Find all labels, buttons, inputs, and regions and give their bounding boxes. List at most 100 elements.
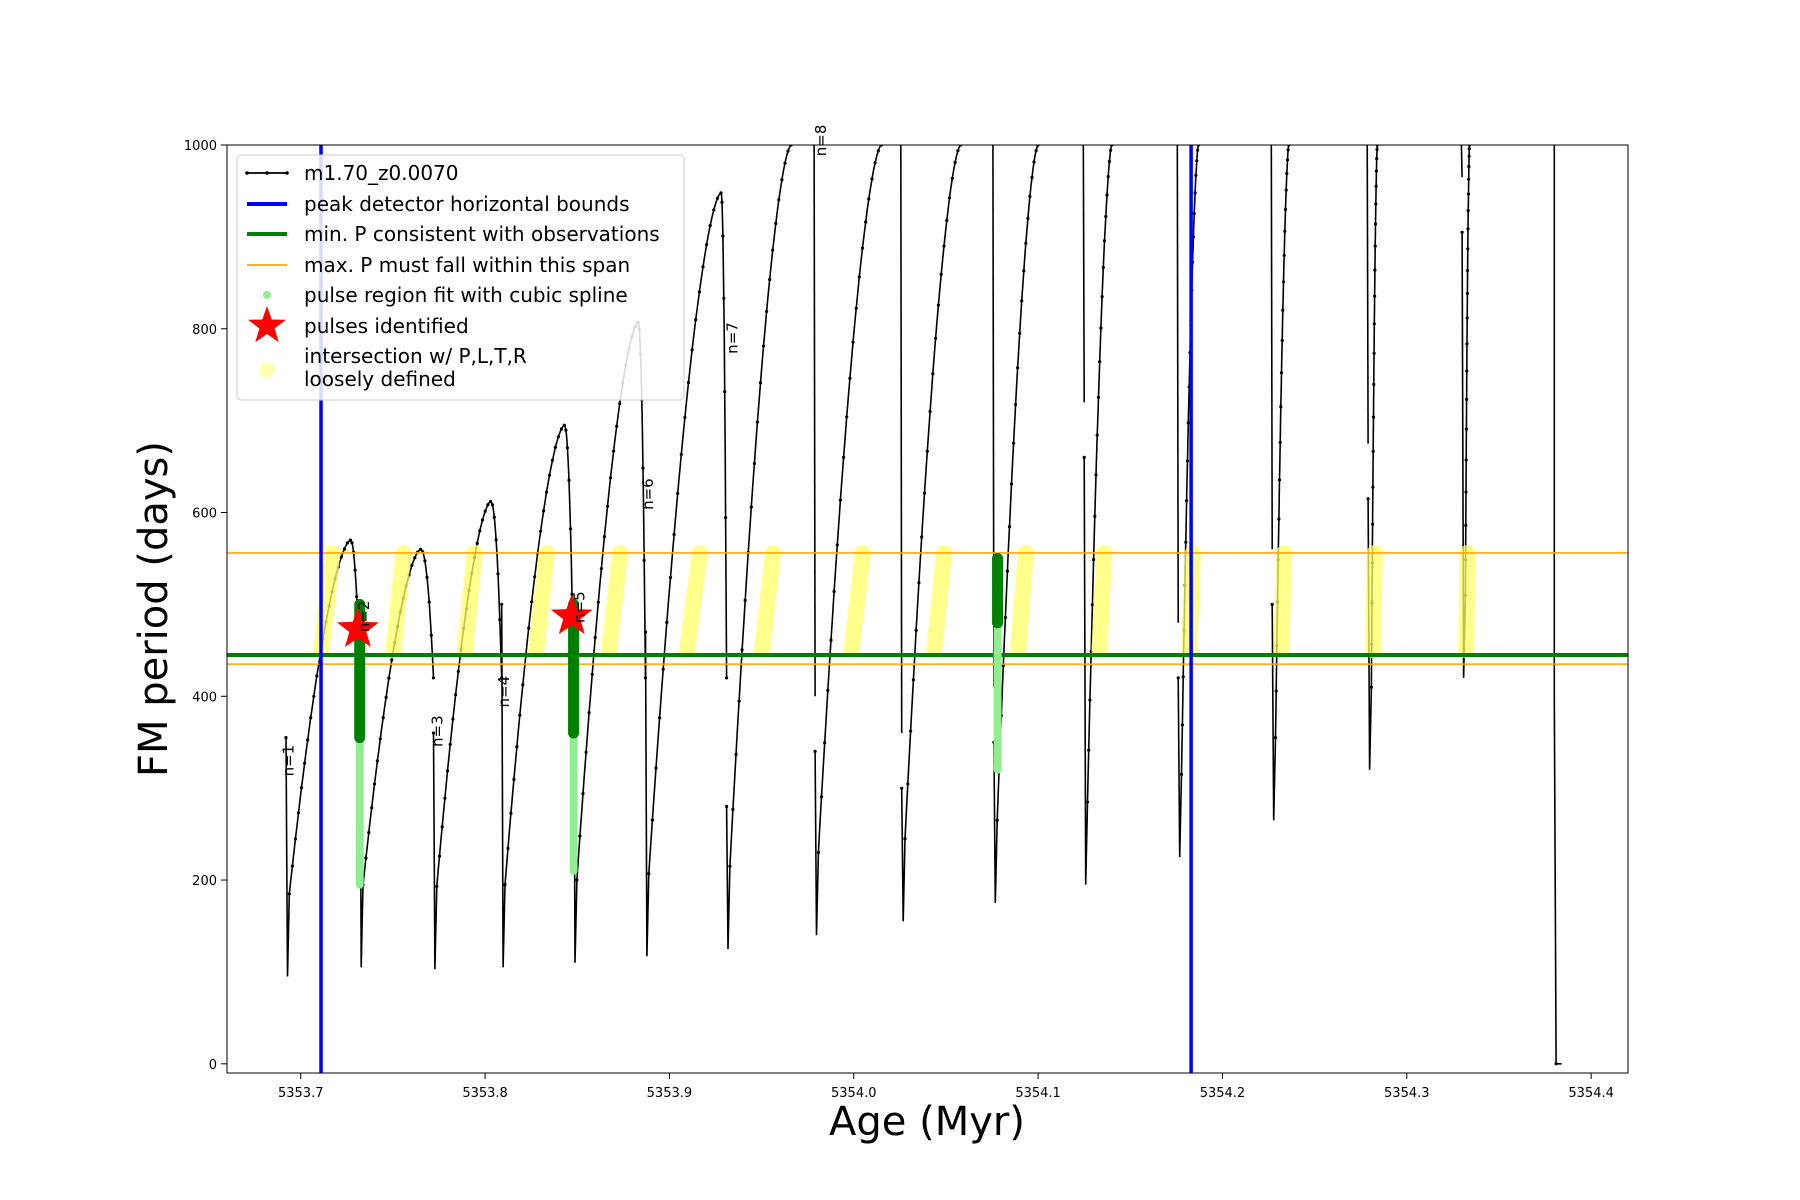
track-marker — [602, 535, 607, 539]
track-marker — [345, 541, 349, 545]
track-marker — [1032, 160, 1036, 164]
track-marker — [599, 567, 604, 571]
track-marker — [1372, 382, 1376, 386]
track-marker — [431, 676, 436, 680]
track-marker — [615, 424, 619, 428]
track-marker — [454, 693, 458, 697]
track-marker — [1373, 222, 1378, 226]
intersection-region-7 — [754, 544, 782, 659]
pulse-label-4: n=4 — [495, 676, 513, 708]
intersection-blob — [601, 544, 629, 659]
track-marker — [708, 223, 712, 228]
track-marker — [922, 491, 927, 495]
track-marker — [1466, 247, 1470, 251]
track-markers-11 — [900, 145, 963, 841]
track-marker — [903, 837, 907, 841]
track-marker — [364, 856, 368, 860]
track-marker — [1194, 173, 1198, 177]
track-marker — [1283, 207, 1288, 212]
track-marker — [575, 878, 579, 882]
intersection-blob — [1273, 544, 1293, 659]
x-axis-title: Age (Myr) — [829, 1099, 1025, 1145]
track-marker — [515, 745, 519, 749]
legend-handle-dot — [259, 362, 275, 378]
track-marker — [315, 674, 319, 678]
track-marker — [500, 602, 504, 607]
track-marker — [1022, 269, 1026, 273]
track-marker — [425, 575, 429, 579]
track-marker — [483, 509, 487, 513]
track-marker — [835, 543, 839, 547]
legend-label-4: max. P must fall within this span — [304, 253, 630, 277]
track-markers-16 — [1176, 134, 1179, 137]
track-marker — [1007, 525, 1012, 529]
track-marker — [1088, 698, 1092, 702]
track-marker — [1107, 159, 1111, 164]
track-segment-18 — [1270, 145, 1273, 550]
track-marker — [1375, 157, 1379, 161]
track-marker — [705, 243, 709, 247]
track-marker — [1016, 366, 1020, 370]
track-marker — [440, 825, 444, 829]
track-marker — [618, 402, 622, 406]
axis-ticks: 5353.7 5353.8 5353.9 5354.0 5354.1 5354.2 5354… — [184, 139, 1614, 1101]
track-marker — [755, 420, 760, 424]
intersection-region-4 — [528, 544, 555, 659]
track-marker — [565, 446, 570, 450]
track-marker — [860, 246, 865, 250]
track-marker — [486, 503, 490, 507]
track-segment-10 — [900, 145, 903, 734]
track-marker — [1467, 147, 1471, 151]
track-marker — [350, 541, 354, 545]
track-marker — [498, 618, 502, 622]
track-marker — [608, 476, 613, 480]
legend-entry-4: max. P must fall within this span — [247, 253, 630, 277]
track-marker — [936, 303, 941, 307]
track-marker — [950, 176, 954, 180]
track-segment-4 — [500, 424, 575, 968]
intersection-blob — [528, 544, 555, 659]
x-tick-label: 5354.0 — [831, 1086, 877, 1101]
legend-handle-marker — [245, 171, 249, 175]
track-marker — [1273, 736, 1278, 740]
intersection-blob — [1365, 544, 1383, 659]
track-marker — [752, 461, 757, 466]
track-marker — [1466, 227, 1470, 231]
track-marker — [1270, 134, 1273, 137]
pulse-star-1 — [337, 607, 379, 647]
track-markers-20 — [1366, 134, 1369, 137]
pulse-label-1: n=1 — [279, 745, 297, 777]
track-marker — [544, 490, 549, 494]
track-marker — [1196, 148, 1200, 152]
track-marker — [309, 716, 313, 720]
track-marker — [1375, 147, 1379, 152]
track-marker — [928, 409, 932, 414]
track-marker — [1014, 402, 1018, 407]
track-marker — [642, 558, 646, 563]
track-marker — [945, 218, 949, 223]
track-marker — [956, 149, 960, 153]
track-marker — [1003, 616, 1008, 620]
track-marker — [1466, 209, 1470, 213]
track-marker — [848, 376, 852, 380]
track-marker — [1466, 192, 1471, 196]
track-marker — [1005, 569, 1010, 573]
track-marker — [489, 499, 493, 504]
track-marker — [490, 503, 495, 507]
track-marker — [1100, 295, 1104, 299]
track-marker — [701, 265, 705, 269]
track-marker — [1096, 395, 1101, 399]
track-marker — [676, 491, 680, 495]
track-marker — [1009, 482, 1014, 486]
track-markers-18 — [1270, 134, 1273, 137]
track-marker — [562, 423, 566, 427]
track-segment-16 — [1176, 145, 1179, 623]
track-marker — [293, 837, 297, 841]
track-marker — [1105, 193, 1109, 197]
track-marker — [851, 340, 855, 344]
track-marker — [299, 786, 304, 790]
track-marker — [567, 478, 571, 482]
track-marker — [1369, 685, 1373, 689]
